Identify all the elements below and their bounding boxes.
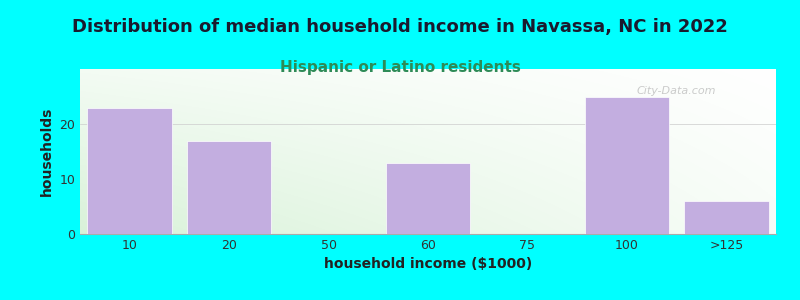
Bar (386, 163, 470, 234)
Y-axis label: households: households (40, 107, 54, 196)
X-axis label: household income ($1000): household income ($1000) (324, 257, 532, 272)
Text: Hispanic or Latino residents: Hispanic or Latino residents (279, 60, 521, 75)
Text: Distribution of median household income in Navassa, NC in 2022: Distribution of median household income … (72, 18, 728, 36)
Text: City-Data.com: City-Data.com (637, 85, 716, 95)
Bar (87, 107, 172, 234)
Bar (684, 201, 769, 234)
Bar (187, 140, 271, 234)
Bar (585, 97, 669, 234)
